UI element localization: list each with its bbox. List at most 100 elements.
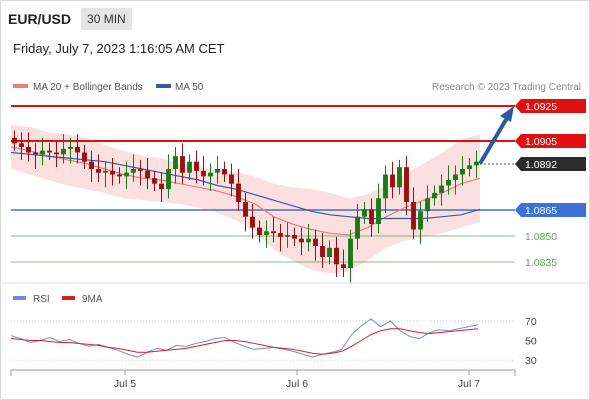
candle-body (194, 161, 199, 171)
rsi-tick-label: 30 (525, 355, 537, 367)
candle-body (369, 209, 374, 224)
candle-body (61, 148, 66, 155)
datetime-label: Friday, July 7, 2023 1:16:05 AM CET (13, 41, 225, 56)
ma50-legend-label: MA 50 (175, 82, 204, 93)
chart-header: EUR/USD 30 MIN (5, 7, 132, 31)
forecast-arrow-head (500, 106, 514, 122)
candle-body (306, 238, 311, 243)
candle-body (299, 238, 304, 243)
rsi-legend-label: RSI (33, 294, 50, 305)
candle-body (453, 174, 458, 180)
price-level-value: 1.0865 (525, 205, 557, 217)
candle-body (187, 161, 192, 173)
candle-body (397, 167, 402, 188)
candle-body (12, 137, 17, 144)
candle-body (54, 152, 59, 155)
candle-body (159, 183, 164, 190)
price-level-value: 1.0925 (525, 101, 557, 113)
candle-body (222, 169, 227, 175)
candle-body (425, 198, 430, 212)
candle-body (257, 227, 262, 235)
ma20-legend-label: MA 20 + Bollinger Bands (33, 82, 143, 93)
candle-body (82, 152, 87, 162)
candle-body (201, 170, 206, 177)
candle-body (110, 170, 115, 175)
candle-body (96, 169, 101, 173)
candle-body (19, 143, 24, 147)
candle-body (145, 170, 150, 179)
candle-body (243, 202, 248, 217)
x-axis-tick-label: Jul 6 (286, 378, 308, 390)
candle-body (446, 180, 451, 186)
candle-body (40, 150, 45, 155)
candle-body (26, 147, 31, 153)
ma50-legend-swatch (156, 84, 171, 88)
candle-body (327, 247, 332, 257)
rsi-ma-line (10, 328, 479, 355)
candle-body (124, 172, 129, 177)
price-level-tag (515, 203, 586, 217)
price-level-tag (515, 99, 586, 113)
candle-body (278, 233, 283, 237)
ma20-legend-swatch (13, 84, 28, 88)
price-level-value: 1.0835 (525, 257, 557, 269)
x-axis-tick-label: Jul 5 (114, 378, 136, 390)
candle-body (320, 246, 325, 257)
candle-body (33, 152, 38, 155)
candle-body (68, 147, 73, 149)
candle-body (474, 161, 479, 166)
price-level-value: 1.0905 (525, 136, 557, 148)
candle-body (285, 235, 290, 237)
candle-body (411, 202, 416, 230)
candle-body (180, 156, 185, 173)
candle-body (103, 170, 108, 173)
price-level-value: 1.0892 (525, 159, 557, 171)
candle-body (173, 156, 178, 169)
candle-body (460, 169, 465, 175)
candle-body (117, 174, 122, 177)
timeframe-badge[interactable]: 30 MIN (81, 8, 132, 30)
candle-body (404, 167, 409, 202)
candle-body (264, 231, 269, 235)
candle-body (250, 216, 255, 228)
candle-body (362, 209, 367, 217)
rsi-legend-swatch (13, 296, 26, 300)
candle-body (208, 172, 213, 177)
candle-body (383, 174, 388, 199)
candle-body (89, 161, 94, 169)
candle-body (292, 235, 297, 239)
rsi-line (10, 318, 479, 358)
candle-body (418, 211, 423, 230)
instrument-label: EUR/USD (8, 11, 72, 27)
candle-body (236, 183, 241, 202)
ma50-line (10, 151, 481, 220)
rsi-ma-legend-label: 9MA (82, 294, 103, 305)
rsi-tick-label: 50 (525, 336, 537, 348)
candle-body (390, 174, 395, 188)
price-level-value: 1.0850 (525, 231, 557, 243)
forecast-arrow-shaft (479, 116, 509, 164)
price-level-tag (515, 157, 586, 171)
candle-body (439, 185, 444, 193)
rsi-ma-legend-swatch (62, 296, 75, 300)
candle-body (348, 238, 353, 268)
price-level-tag (515, 134, 586, 148)
rsi-tick-label: 70 (525, 316, 537, 328)
candle-body (229, 174, 234, 184)
candle-body (131, 169, 136, 173)
candle-body (313, 238, 318, 246)
candle-body (467, 165, 472, 169)
candle-body (166, 169, 171, 190)
copyright-label: Research © 2023 Trading Central (432, 82, 581, 93)
candle-body (75, 147, 80, 153)
candle-body (152, 178, 157, 184)
candle-body (376, 198, 381, 224)
candle-body (271, 231, 276, 234)
candle-body (355, 216, 360, 239)
candle-body (138, 169, 143, 171)
candle-body (47, 150, 52, 153)
candle-body (334, 247, 339, 265)
candle-body (432, 192, 437, 199)
candle-body (215, 169, 220, 173)
